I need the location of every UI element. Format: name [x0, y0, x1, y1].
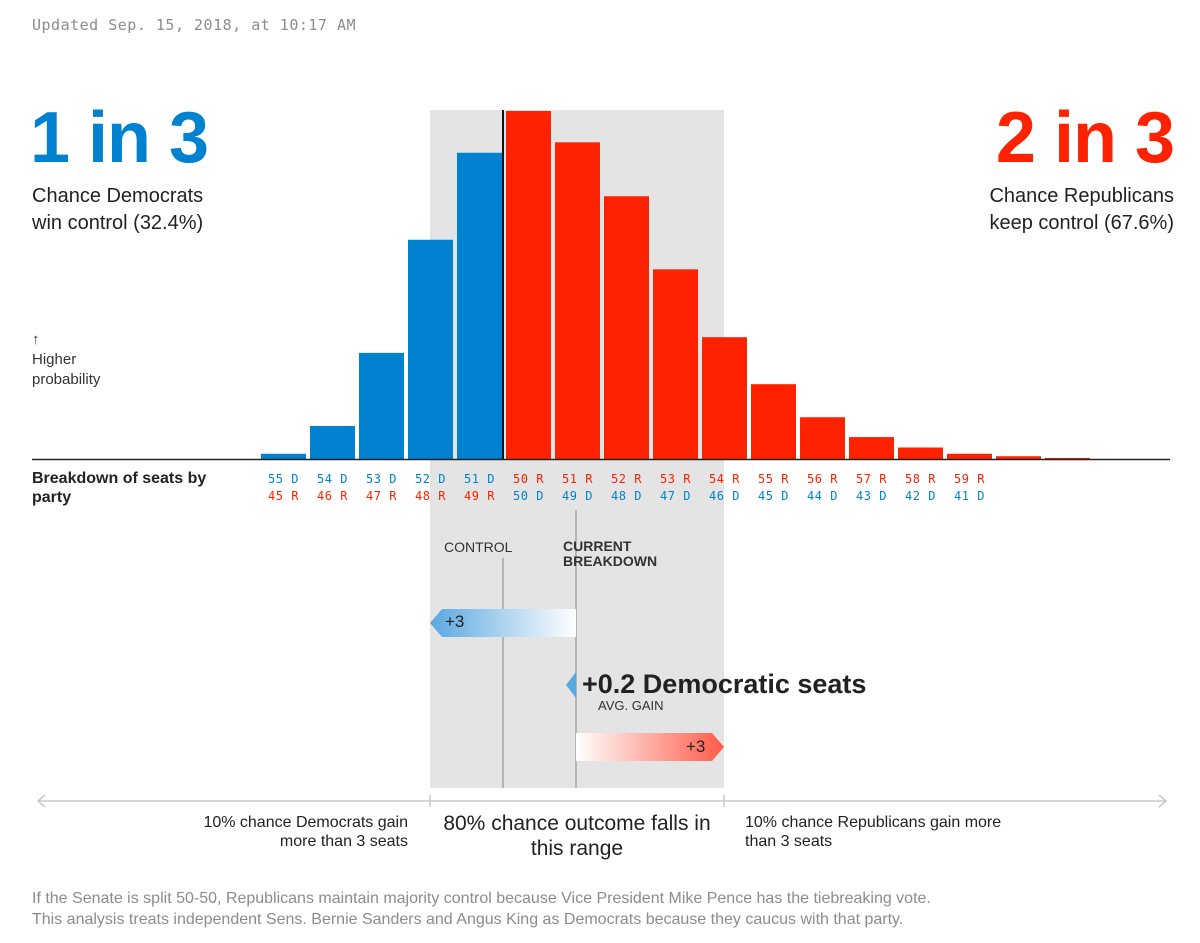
rep-odds-headline: 2 in 3 [995, 98, 1175, 178]
footnote-line1: If the Senate is split 50-50, Republican… [32, 890, 931, 907]
seat-label-top: 51 D [464, 472, 495, 486]
bar-59-r-41-d [947, 453, 992, 459]
dem-odds-headline: 1 in 3 [30, 98, 209, 178]
seat-label-bottom: 44 D [807, 489, 838, 503]
bar-58-r-42-d [898, 447, 943, 459]
rep-odds-caption-line2: keep control (67.6%) [989, 212, 1174, 234]
seat-label-bottom: 49 D [562, 489, 593, 503]
range-scale-right-arrow-icon [1158, 794, 1168, 808]
current-breakdown-label: CURRENT BREAKDOWN [563, 539, 657, 569]
control-label: CONTROL [444, 539, 513, 555]
avg-gain-marker-icon [566, 672, 576, 698]
bar-61-r-39-d [1045, 457, 1090, 459]
bar-51-r-49-d [555, 142, 600, 459]
up-arrow-icon: ↑ [32, 331, 40, 348]
footnote-line2: This analysis treats independent Sens. B… [32, 911, 904, 928]
seat-label-bottom: 46 D [709, 489, 740, 503]
seat-label-top: 54 R [709, 472, 740, 486]
bar-60-r-40-d [996, 456, 1041, 459]
dem-range-arrow [430, 609, 576, 637]
bar-55-d-45-r [261, 453, 306, 459]
updated-timestamp: Updated Sep. 15, 2018, at 10:17 AM [32, 16, 357, 34]
bar-56-r-44-d [800, 417, 845, 459]
seat-label-bottom: 47 D [660, 489, 691, 503]
y-axis-hint: ↑ Higher probability [32, 330, 100, 390]
seat-label-bottom: 43 D [856, 489, 887, 503]
rep-range-arrow [576, 733, 724, 761]
bar-55-r-45-d [751, 384, 796, 459]
seat-label-bottom: 50 D [513, 489, 544, 503]
y-axis-hint-line2: probability [32, 371, 101, 388]
seat-label-bottom: 48 R [415, 489, 446, 503]
dem-odds-caption: Chance Democrats win control (32.4%) [32, 183, 312, 237]
range-scale-left-arrow-icon [36, 794, 46, 808]
current-breakdown-label-line1: CURRENT [563, 538, 632, 554]
rep-odds-caption-line1: Chance Republicans [989, 185, 1174, 207]
dem-range-value: +3 [445, 612, 465, 631]
bar-54-r-46-d [702, 337, 747, 459]
seat-label-bottom: 46 R [317, 489, 348, 503]
avg-gain-value: +0.2 Democratic seats [582, 669, 867, 699]
y-axis-hint-line1: Higher [32, 351, 77, 368]
seat-label-bottom: 42 D [905, 489, 936, 503]
bar-53-d-47-r [359, 352, 404, 459]
seat-label-top: 56 R [807, 472, 838, 486]
breakdown-label: Breakdown of seats by party [32, 470, 207, 506]
bar-50-r-50-d [506, 111, 551, 459]
seat-label-bottom: 49 R [464, 489, 495, 503]
seat-label-top: 55 D [268, 472, 299, 486]
seat-label-top: 51 R [562, 472, 593, 486]
bars-group [261, 111, 1090, 459]
footnote: If the Senate is split 50-50, Republican… [32, 888, 1182, 930]
seat-label-top: 50 R [513, 472, 544, 486]
seat-label-bottom: 47 R [366, 489, 397, 503]
seat-label-top: 53 R [660, 472, 691, 486]
seat-label-top: 53 D [366, 472, 397, 486]
rep-odds-caption: Chance Republicans keep control (67.6%) [894, 183, 1174, 237]
range-note-middle: 80% chance outcome falls in this range [443, 812, 711, 860]
dem-odds-caption-line2: win control (32.4%) [32, 212, 204, 234]
seat-label-top: 54 D [317, 472, 348, 486]
dem-odds-caption-line1: Chance Democrats [32, 185, 204, 207]
bar-52-r-48-d [604, 196, 649, 459]
seat-label-top: 55 R [758, 472, 789, 486]
avg-gain-label: AVG. GAIN [598, 698, 664, 713]
range-note-left: 10% chance Democrats gain more than 3 se… [203, 814, 408, 850]
rep-range-value: +3 [686, 737, 706, 756]
bar-52-d-48-r [408, 239, 453, 459]
seat-label-top: 52 D [415, 472, 446, 486]
seat-label-bottom: 41 D [954, 489, 985, 503]
seat-label-top: 59 R [954, 472, 985, 486]
range-note-right: 10% chance Republicans gain more than 3 … [745, 814, 1002, 850]
bar-54-d-46-r [310, 425, 355, 459]
seat-label-top: 58 R [905, 472, 936, 486]
current-breakdown-label-line2: BREAKDOWN [563, 553, 658, 569]
bar-57-r-43-d [849, 437, 894, 459]
seat-label-top: 52 R [611, 472, 642, 486]
bar-51-d-49-r [457, 152, 502, 459]
bar-53-r-47-d [653, 269, 698, 459]
seat-label-top: 57 R [856, 472, 887, 486]
seat-label-bottom: 45 R [268, 489, 299, 503]
seat-label-bottom: 45 D [758, 489, 789, 503]
seat-label-bottom: 48 D [611, 489, 642, 503]
